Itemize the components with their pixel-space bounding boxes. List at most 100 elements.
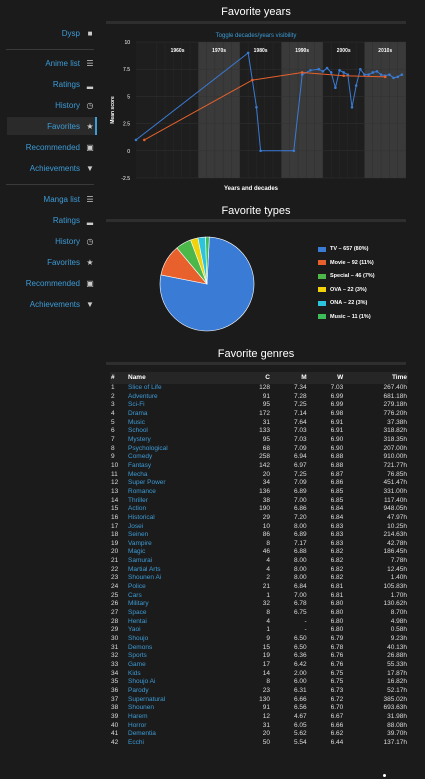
data-point[interactable] [350, 105, 354, 109]
cell-name[interactable]: Historical [128, 513, 155, 521]
data-point[interactable] [334, 86, 337, 89]
data-point[interactable] [251, 78, 254, 82]
data-point[interactable] [383, 75, 387, 79]
cell-name[interactable]: Parody [128, 686, 149, 694]
legend-item[interactable]: Special – 46 (7%) [318, 273, 375, 279]
data-point[interactable] [396, 75, 399, 79]
cell-name[interactable]: Supernatural [128, 695, 166, 703]
data-point[interactable] [375, 70, 379, 73]
cell-name[interactable]: Music [128, 418, 145, 426]
cell-name[interactable]: Horror [128, 721, 147, 729]
data-point[interactable] [325, 66, 329, 70]
legend-item[interactable]: ONA – 22 (3%) [318, 300, 367, 306]
cell-name[interactable]: Drama [128, 409, 148, 417]
data-point[interactable] [342, 74, 345, 78]
data-point[interactable] [255, 105, 258, 109]
cell-name[interactable]: Psychological [128, 444, 168, 452]
data-point[interactable] [392, 76, 395, 80]
cell-name[interactable]: Sports [128, 652, 147, 660]
legend-item[interactable]: OVA – 22 (3%) [318, 287, 367, 293]
data-point[interactable] [342, 71, 345, 74]
data-point[interactable] [388, 73, 391, 76]
sidebar-item-manga-recommended[interactable]: Recommended ▣ [26, 274, 95, 292]
legend-item[interactable]: TV – 657 (80%) [318, 246, 369, 252]
sidebar-item-manga-achievements[interactable]: Achievements ▼ [30, 295, 95, 313]
data-point[interactable] [354, 84, 358, 87]
sidebar-item-anime-list[interactable]: Anime list ☰ [45, 54, 95, 72]
data-point[interactable] [371, 71, 375, 74]
sidebar-item-manga-ratings[interactable]: Ratings ▂ [53, 211, 95, 229]
sidebar-item-manga-list[interactable]: Manga list ☰ [44, 190, 95, 208]
cell-name[interactable]: Shoujo [128, 635, 149, 643]
cell-name[interactable]: Action [128, 505, 147, 513]
cell-name[interactable]: Ecchi [128, 738, 144, 746]
cell-name[interactable]: Seinen [128, 531, 149, 539]
cell-name[interactable]: Mystery [128, 435, 151, 443]
data-point[interactable] [259, 149, 262, 153]
sidebar-item-anime-ratings[interactable]: Ratings ▂ [53, 75, 95, 93]
cell-name[interactable]: Kids [128, 669, 141, 677]
cell-name[interactable]: Super Power [128, 479, 166, 487]
pie-slice-music[interactable] [205, 236, 210, 285]
data-point[interactable] [321, 70, 325, 73]
data-point[interactable] [292, 149, 296, 153]
col-count-header[interactable]: C [265, 373, 270, 381]
cell-name[interactable]: Martial Arts [128, 565, 161, 573]
legend-item[interactable]: Movie – 92 (11%) [318, 260, 374, 266]
cell-name[interactable]: Comedy [128, 453, 153, 461]
cell-name[interactable]: Demons [128, 643, 153, 651]
sidebar-item-anime-achievements[interactable]: Achievements ▼ [30, 159, 95, 177]
data-point[interactable] [309, 68, 312, 72]
data-point[interactable] [400, 73, 404, 76]
data-point[interactable] [329, 71, 333, 74]
data-point[interactable] [300, 71, 304, 74]
data-point[interactable] [359, 67, 362, 71]
cell-name[interactable]: Hentai [128, 617, 147, 625]
cell-name[interactable]: School [128, 427, 148, 435]
sidebar-item-anime-favorites[interactable]: Favorites ★ [7, 117, 97, 135]
data-point[interactable] [379, 73, 383, 76]
cell-name[interactable]: Romance [128, 487, 156, 495]
cell-name[interactable]: Yaoi [128, 626, 141, 634]
cell-name[interactable]: Space [128, 609, 147, 617]
cell-name[interactable]: Samurai [128, 557, 153, 565]
sidebar-item-manga-favorites[interactable]: Favorites ★ [47, 253, 95, 271]
data-point[interactable] [367, 73, 370, 76]
col-mean-header[interactable]: M [301, 373, 307, 381]
pie-slice-tv[interactable] [159, 236, 255, 332]
data-point[interactable] [134, 138, 138, 142]
data-point[interactable] [246, 51, 250, 55]
cell-name[interactable]: Military [128, 600, 149, 608]
cell-name[interactable]: Shoujo Ai [128, 678, 156, 686]
sidebar-user[interactable]: Dysp ■ [62, 24, 95, 42]
cell-name[interactable]: Vampire [128, 539, 152, 547]
legend-item[interactable]: Music – 11 (1%) [318, 314, 371, 320]
sidebar-item-anime-history[interactable]: History ◷ [55, 96, 95, 114]
cell-name[interactable]: Thriller [128, 496, 148, 504]
col-time-header[interactable]: Time [391, 373, 407, 381]
data-point[interactable] [346, 73, 350, 76]
data-point[interactable] [143, 138, 146, 142]
data-point[interactable] [300, 73, 304, 76]
col-name-header[interactable]: Name [128, 373, 146, 381]
cell-name[interactable]: Fantasy [128, 461, 152, 469]
cell-name[interactable]: Game [128, 661, 146, 668]
cell-name[interactable]: Cars [128, 591, 142, 599]
cell-name[interactable]: Police [128, 583, 146, 591]
data-point[interactable] [338, 68, 341, 72]
cell-name[interactable]: Shounen [128, 704, 155, 712]
col-weighted-header[interactable]: W [337, 373, 344, 381]
sidebar-item-anime-recommended[interactable]: Recommended ▣ [26, 138, 95, 156]
cell-name[interactable]: Mecha [128, 470, 148, 478]
cell-name[interactable]: Slice of Life [128, 384, 162, 391]
cell-name[interactable]: Shounen Ai [128, 574, 162, 582]
cell-name[interactable]: Harem [128, 712, 148, 720]
data-point[interactable] [317, 67, 321, 71]
cell-name[interactable]: Josei [128, 522, 144, 530]
cell-name[interactable]: Magic [128, 548, 146, 556]
data-point[interactable] [363, 73, 366, 76]
cell-name[interactable]: Sci-Fi [128, 401, 145, 409]
cell-name[interactable]: Adventure [128, 392, 158, 400]
col-index-header[interactable]: # [111, 373, 115, 381]
sidebar-item-manga-history[interactable]: History ◷ [55, 232, 95, 250]
